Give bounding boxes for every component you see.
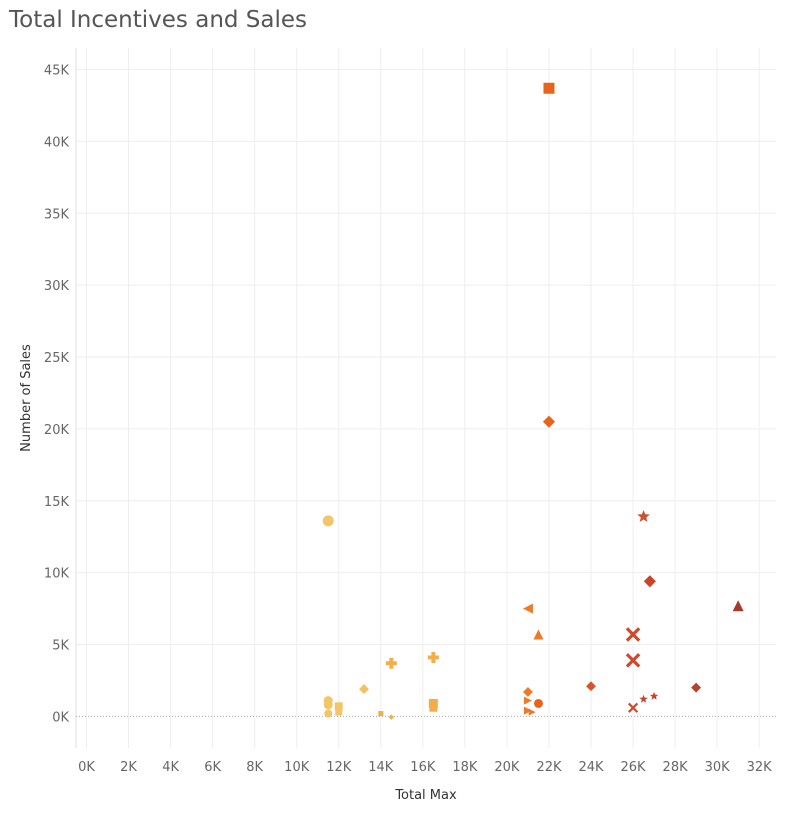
x-tick-label: 28K — [663, 760, 689, 775]
x-tick-label: 12K — [326, 760, 352, 775]
scatter-point-square[interactable] — [429, 703, 438, 712]
scatter-point-triangle-up[interactable] — [732, 600, 744, 612]
scatter-point-triangle-left[interactable] — [522, 603, 533, 614]
x-tick-label: 0K — [78, 760, 95, 775]
x-tick-label: 18K — [452, 760, 478, 775]
scatter-point-star[interactable] — [637, 509, 650, 522]
scatter-point-star[interactable] — [649, 691, 659, 700]
scatter-point-square[interactable] — [334, 702, 343, 711]
x-tick-label: 32K — [747, 760, 773, 775]
scatter-point-square[interactable] — [428, 698, 438, 708]
x-tick-label: 6K — [204, 760, 221, 775]
scatter-point-square[interactable] — [335, 708, 343, 716]
y-tick-label: 30K — [44, 279, 70, 294]
y-tick-label: 15K — [44, 495, 70, 510]
x-tick-label: 10K — [284, 760, 310, 775]
scatter-point-diamond[interactable] — [359, 684, 369, 695]
y-tick-label: 45K — [44, 64, 70, 79]
x-tick-label: 14K — [368, 760, 394, 775]
x-axis-label: Total Max — [394, 788, 457, 803]
y-tick-label: 5K — [52, 639, 69, 654]
y-axis-label: Number of Sales — [19, 344, 34, 452]
scatter-point-circle[interactable] — [533, 698, 543, 708]
data-points — [322, 82, 744, 720]
x-axis-ticks: 0K 2K 4K 6K 8K 10K 12K 14K 16K 18K 20K 22K 24K 26K 28K… — [78, 760, 772, 775]
y-axis-ticks: 0K 5K 10K 15K 20K 25K 30K 35K 40K 45K — [44, 64, 70, 726]
scatter-point-triangle-right[interactable] — [528, 708, 536, 716]
scatter-point-cross[interactable] — [627, 702, 639, 713]
scatter-point-triangle-up[interactable] — [533, 629, 544, 640]
scatter-point-star[interactable] — [639, 694, 648, 703]
scatter-point-triangle-right[interactable] — [523, 706, 532, 715]
y-tick-label: 20K — [44, 423, 70, 438]
scatter-point-diamond[interactable] — [643, 575, 656, 588]
scatter-point-cross[interactable] — [625, 653, 641, 668]
scatter-point-plus[interactable] — [427, 651, 439, 663]
scatter-point-cross[interactable] — [625, 627, 641, 642]
x-tick-label: 24K — [578, 760, 604, 775]
scatter-point-circle[interactable] — [324, 709, 333, 718]
scatter-point-circle[interactable] — [322, 515, 334, 527]
y-tick-label: 10K — [44, 567, 70, 582]
scatter-point-diamond[interactable] — [523, 686, 533, 697]
scatter-point-plus[interactable] — [385, 657, 397, 669]
scatter-point-triangle-right[interactable] — [523, 696, 532, 705]
chart-title: Total Incentives and Sales — [9, 7, 308, 33]
x-tick-label: 22K — [536, 760, 562, 775]
gridlines — [75, 48, 776, 748]
x-tick-label: 16K — [410, 760, 436, 775]
x-tick-label: 26K — [621, 760, 647, 775]
y-tick-label: 25K — [44, 351, 70, 366]
scatter-point-diamond[interactable] — [388, 714, 395, 720]
scatter-point-square[interactable] — [543, 82, 555, 94]
y-tick-label: 40K — [44, 135, 70, 150]
scatter-point-diamond[interactable] — [586, 681, 596, 692]
x-tick-label: 2K — [120, 760, 137, 775]
y-tick-label: 0K — [52, 710, 69, 725]
scatter-point-circle[interactable] — [323, 700, 333, 710]
x-tick-label: 8K — [246, 760, 263, 775]
scatter-point-square[interactable] — [378, 711, 384, 717]
y-tick-label: 35K — [44, 207, 70, 222]
scatter-point-diamond[interactable] — [542, 415, 556, 428]
x-tick-label: 20K — [494, 760, 520, 775]
x-tick-label: 4K — [162, 760, 179, 775]
x-tick-label: 30K — [705, 760, 731, 775]
scatter-point-diamond[interactable] — [691, 682, 702, 693]
